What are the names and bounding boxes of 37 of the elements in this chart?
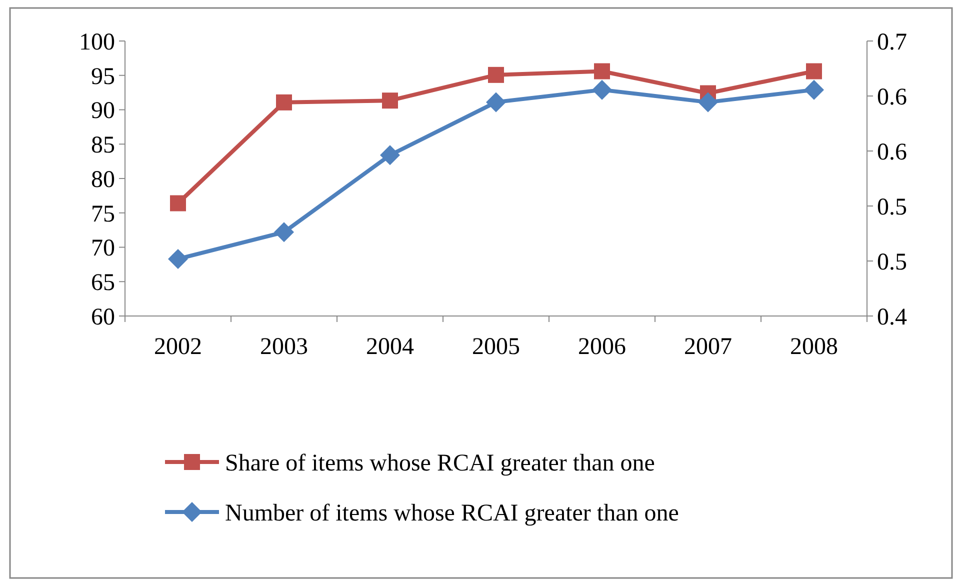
y-tick-label: 85 [91, 132, 115, 159]
point [698, 92, 718, 112]
y-tick-label: 70 [91, 236, 115, 262]
legend-label: Share of items whose RCAI greater than one [225, 450, 655, 476]
y2-tick-label: 0.6 [877, 84, 907, 110]
y2-tick-label: 0.5 [877, 249, 907, 276]
y-tick-label: 65 [91, 270, 115, 296]
y-tick-label: 75 [91, 201, 115, 228]
point [380, 145, 400, 166]
point [170, 195, 186, 212]
y-tick-label: 95 [91, 64, 115, 90]
y-tick-label: 80 [91, 166, 115, 193]
point [488, 66, 504, 83]
point [274, 222, 294, 242]
x-tick-label: 2004 [366, 334, 414, 360]
point [592, 80, 612, 100]
y-tick-label: 90 [91, 98, 115, 124]
point [594, 63, 610, 80]
y2-tick-label: 0.7 [877, 29, 907, 56]
point [486, 92, 506, 112]
y-tick-label: 60 [91, 304, 115, 330]
point [806, 63, 822, 80]
x-tick-label: 2003 [260, 334, 308, 360]
point [804, 80, 824, 100]
y2-tick-label: 0.5 [877, 194, 907, 220]
y2-tick-label: 0.6 [877, 139, 907, 166]
x-tick-label: 2002 [154, 334, 202, 360]
point [168, 248, 188, 269]
y-tick-label: 100 [79, 29, 115, 56]
y2-tick-label: 0.4 [877, 304, 907, 330]
x-tick-label: 2007 [684, 334, 732, 360]
x-tick-label: 2005 [472, 334, 520, 360]
x-tick-label: 2006 [578, 334, 626, 360]
point [382, 92, 398, 109]
x-tick-label: 2008 [790, 334, 838, 360]
point [276, 94, 292, 110]
legend-label: Number of items whose RCAI greater than one [225, 500, 679, 526]
